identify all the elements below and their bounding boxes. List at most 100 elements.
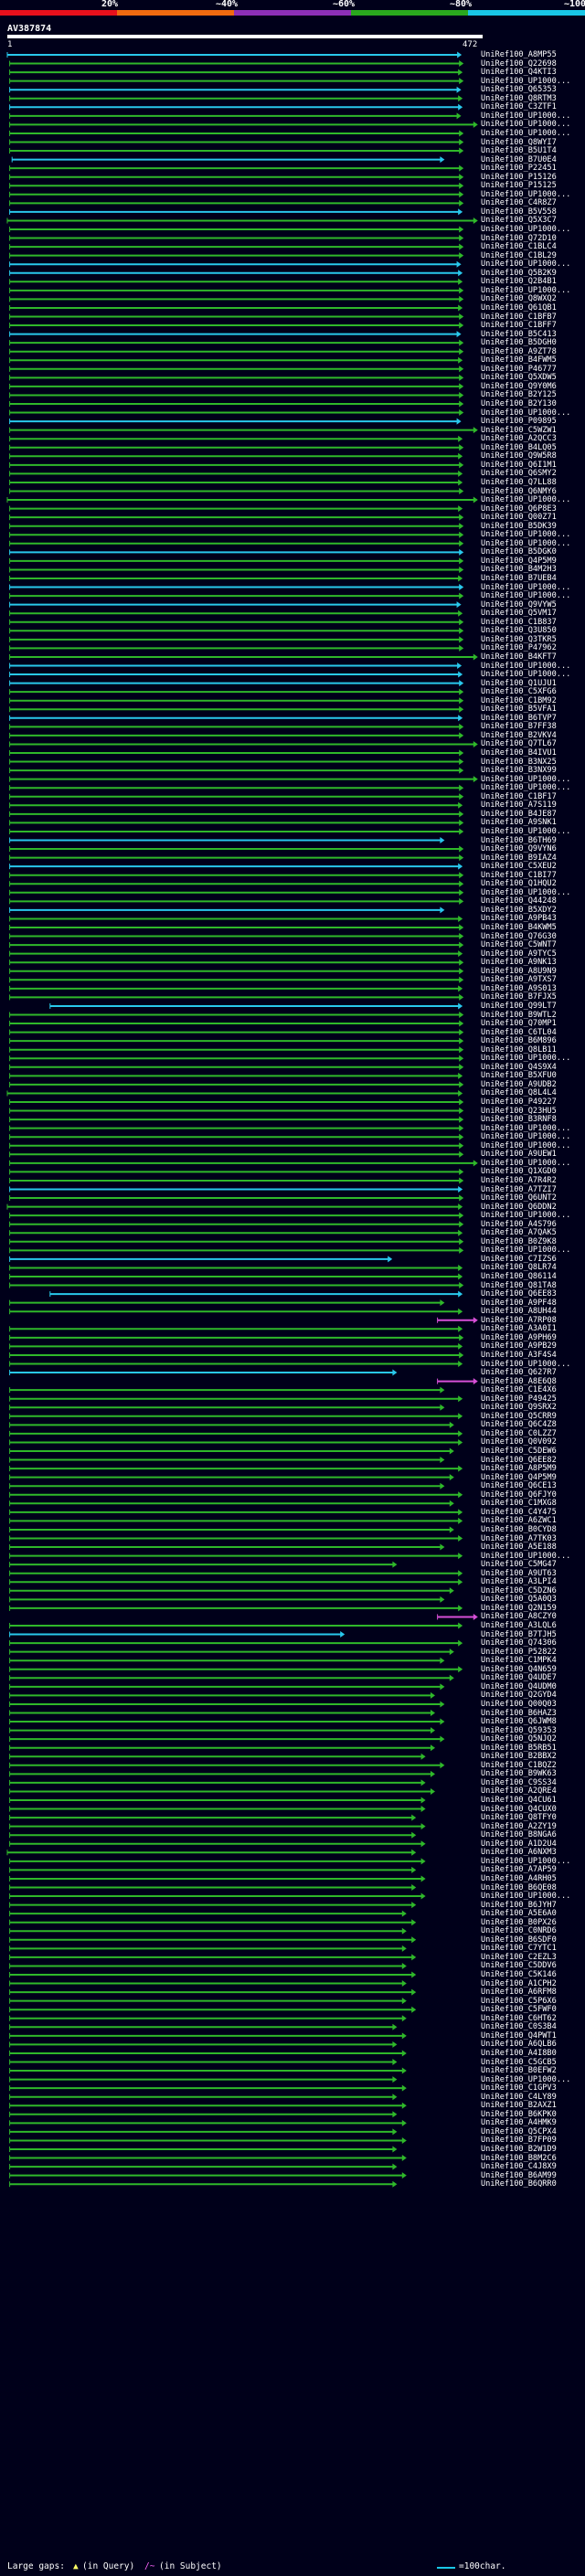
hit-label[interactable]: UniRef100_A8E6Q8 [481,1376,557,1386]
hit-label[interactable]: UniRef100_A2QCC3 [481,434,557,444]
hit-row[interactable] [9,1902,417,1909]
hit-row[interactable] [9,1256,393,1263]
hit-label[interactable]: UniRef100_B7FF38 [481,722,557,732]
hit-row[interactable] [9,1980,407,1988]
hit-row[interactable] [437,1378,478,1385]
hit-row[interactable] [9,889,464,896]
hit-label[interactable]: UniRef100_Q5CPX4 [481,2126,557,2136]
hit-label[interactable]: UniRef100_C5MG47 [481,1560,557,1570]
hit-label[interactable]: UniRef100_B5XDY2 [481,905,557,915]
hit-row[interactable] [9,1587,454,1595]
hit-label[interactable]: UniRef100_UP1000... [481,225,571,234]
hit-label[interactable]: UniRef100_B5DGH0 [481,338,557,348]
hit-label[interactable]: UniRef100_UP1000... [481,538,571,548]
hit-row[interactable] [9,208,463,216]
hit-label[interactable]: UniRef100_A9PB43 [481,914,557,924]
hit-row[interactable] [9,531,464,538]
hit-label[interactable]: UniRef100_UP1000... [481,1054,571,1064]
hit-label[interactable]: UniRef100_P47962 [481,643,557,653]
hit-row[interactable] [9,968,464,975]
hit-label[interactable]: UniRef100_B0Z9K8 [481,1236,557,1246]
hit-label[interactable]: UniRef100_Q5NJQ2 [481,1734,557,1744]
hit-row[interactable] [9,758,464,766]
hit-label[interactable]: UniRef100_Q6SMY2 [481,469,557,479]
hit-label[interactable]: UniRef100_Q5VM17 [481,609,557,619]
hit-row[interactable] [9,427,478,434]
hit-label[interactable]: UniRef100_C5DEW6 [481,1447,557,1456]
hit-label[interactable]: UniRef100_UP1000... [481,1211,571,1221]
hit-row[interactable] [9,627,464,634]
hit-label[interactable]: UniRef100_UP1000... [481,582,571,592]
hit-label[interactable]: UniRef100_UP1000... [481,661,571,671]
hit-row[interactable] [9,199,464,207]
hit-row[interactable] [9,950,463,958]
hit-row[interactable] [9,121,478,128]
hit-row[interactable] [9,461,464,469]
hit-row[interactable] [49,1002,463,1010]
hit-label[interactable]: UniRef100_B2BBX2 [481,1752,557,1762]
hit-label[interactable]: UniRef100_B7TJH5 [481,1629,557,1639]
hit-row[interactable] [9,1831,417,1839]
hit-row[interactable] [9,906,445,914]
hit-row[interactable] [9,2146,398,2153]
hit-row[interactable] [9,60,464,68]
hit-label[interactable]: UniRef100_Q1XGD0 [481,1167,557,1177]
hit-label[interactable]: UniRef100_A9UT63 [481,1568,557,1578]
hit-label[interactable]: UniRef100_Q99LT7 [481,1001,557,1011]
hit-row[interactable] [6,496,478,504]
hit-row[interactable] [9,924,464,931]
hit-row[interactable] [9,2094,398,2101]
hit-row[interactable] [9,1037,464,1044]
hit-row[interactable] [9,776,478,783]
hit-row[interactable] [9,435,463,442]
hit-row[interactable] [9,2180,398,2188]
hit-label[interactable]: UniRef100_B4KFT7 [481,652,557,662]
hit-row[interactable] [9,1457,445,1464]
hit-label[interactable]: UniRef100_UP1000... [481,783,571,793]
hit-label[interactable]: UniRef100_A9S013 [481,983,557,993]
hit-row[interactable] [9,1491,463,1499]
hit-label[interactable]: UniRef100_A9UDB2 [481,1079,557,1089]
hit-label[interactable]: UniRef100_B6SDF0 [481,1935,557,1945]
hit-row[interactable] [9,1246,464,1254]
hit-row[interactable] [9,488,464,494]
hit-row[interactable] [9,1631,346,1638]
hit-label[interactable]: UniRef100_Q23HU5 [481,1106,557,1116]
hit-label[interactable]: UniRef100_B6HAZ3 [481,1708,557,1718]
hit-row[interactable] [9,1770,435,1777]
hit-row[interactable] [9,1342,463,1350]
hit-label[interactable]: UniRef100_Q2N159 [481,1603,557,1613]
hit-row[interactable] [9,767,464,774]
hit-label[interactable]: UniRef100_UP1000... [481,260,571,270]
hit-row[interactable] [9,348,464,355]
hit-row[interactable] [9,575,463,582]
hit-row[interactable] [9,976,464,983]
hit-label[interactable]: UniRef100_B0PX26 [481,1917,557,1927]
hit-label[interactable]: UniRef100_C1B837 [481,617,557,627]
hit-label[interactable]: UniRef100_B5VFA1 [481,705,557,715]
hit-label[interactable]: UniRef100_A8U9N9 [481,966,557,976]
hit-label[interactable]: UniRef100_A6QLB6 [481,2040,557,2050]
hit-row[interactable] [9,304,463,312]
hit-row[interactable] [9,732,464,739]
hit-label[interactable]: UniRef100_Q6P8E3 [481,504,557,514]
hit-row[interactable] [9,1133,464,1140]
hit-row[interactable] [9,872,464,879]
hit-label[interactable]: UniRef100_Q70MP1 [481,1019,557,1029]
hit-label[interactable]: UniRef100_P15126 [481,172,557,182]
hit-row[interactable] [9,941,464,949]
hit-row[interactable] [9,2015,407,2022]
hit-row[interactable] [9,1762,445,1769]
hit-row[interactable] [9,2067,407,2074]
hit-label[interactable]: UniRef100_UP1000... [481,887,571,897]
hit-row[interactable] [9,697,464,705]
hit-label[interactable]: UniRef100_Q5A0Q3 [481,1595,557,1605]
hit-row[interactable] [9,1282,464,1289]
hit-row[interactable] [9,1447,454,1455]
hit-label[interactable]: UniRef100_Q4UDM0 [481,1681,557,1691]
hit-row[interactable] [9,1884,417,1891]
hit-label[interactable]: UniRef100_UP1000... [481,1246,571,1256]
hit-row[interactable] [9,1683,445,1691]
hit-label[interactable]: UniRef100_Q8WXQ2 [481,294,557,304]
hit-label[interactable]: UniRef100_B5V558 [481,207,557,217]
